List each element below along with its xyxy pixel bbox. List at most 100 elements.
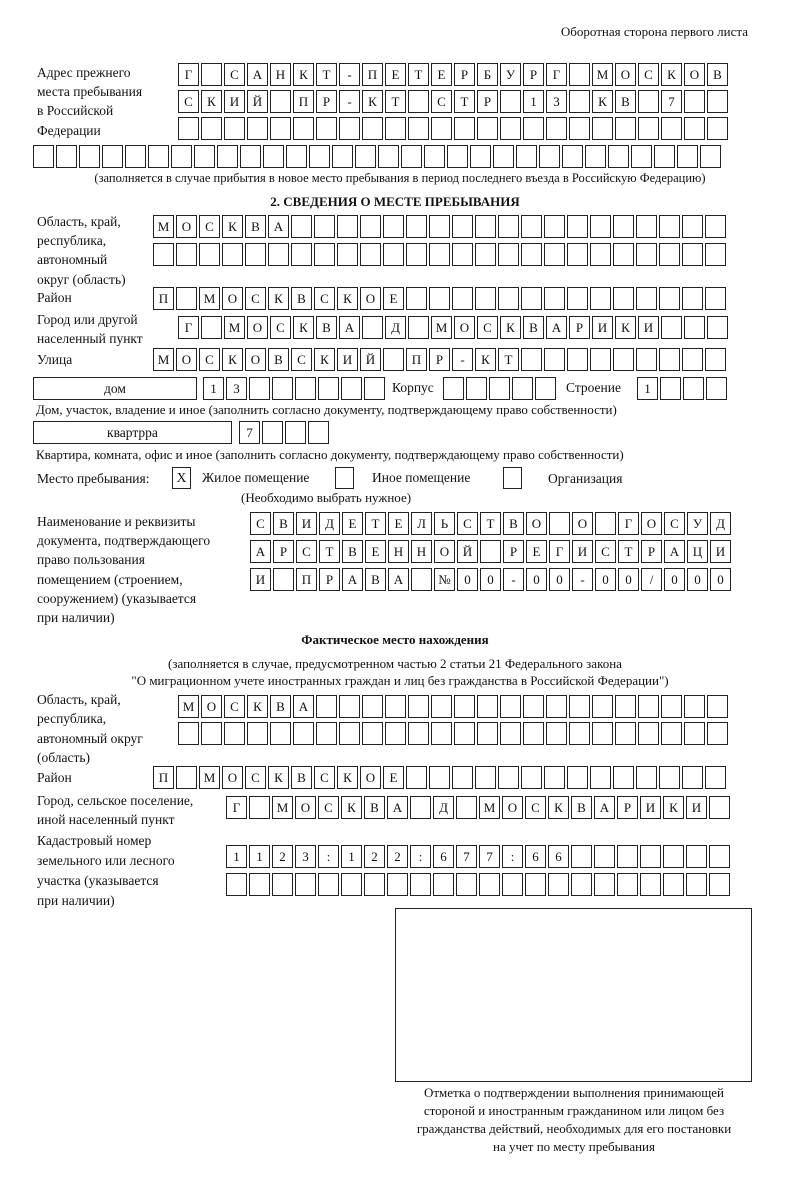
char-cell[interactable]: К: [268, 287, 289, 310]
char-cell[interactable]: Т: [618, 540, 639, 563]
char-cell[interactable]: И: [686, 796, 707, 819]
char-cell[interactable]: [456, 873, 477, 896]
char-cell[interactable]: [429, 215, 450, 238]
char-cell[interactable]: [615, 695, 636, 718]
char-cell[interactable]: [201, 722, 222, 745]
char-cell[interactable]: Е: [431, 63, 452, 86]
char-cell[interactable]: -: [503, 568, 524, 591]
actual-region-row-2[interactable]: [178, 722, 730, 745]
char-cell[interactable]: [406, 243, 427, 266]
char-cell[interactable]: И: [710, 540, 731, 563]
char-cell[interactable]: [454, 117, 475, 140]
char-cell[interactable]: В: [523, 316, 544, 339]
char-cell[interactable]: [700, 145, 721, 168]
char-cell[interactable]: [411, 568, 432, 591]
char-cell[interactable]: К: [337, 766, 358, 789]
char-cell[interactable]: [684, 117, 705, 140]
char-cell[interactable]: К: [293, 316, 314, 339]
char-cell[interactable]: Р: [316, 90, 337, 113]
char-cell[interactable]: [677, 145, 698, 168]
char-cell[interactable]: [178, 722, 199, 745]
char-cell[interactable]: С: [250, 512, 271, 535]
char-cell[interactable]: [590, 215, 611, 238]
char-cell[interactable]: -: [339, 63, 360, 86]
char-cell[interactable]: И: [640, 796, 661, 819]
char-cell[interactable]: Д: [385, 316, 406, 339]
char-cell[interactable]: 1: [341, 845, 362, 868]
char-cell[interactable]: С: [664, 512, 685, 535]
char-cell[interactable]: [408, 722, 429, 745]
char-cell[interactable]: О: [295, 796, 316, 819]
char-cell[interactable]: А: [388, 568, 409, 591]
char-cell[interactable]: М: [153, 215, 174, 238]
char-cell[interactable]: А: [293, 695, 314, 718]
house-type-field[interactable]: дом: [33, 377, 197, 400]
char-cell[interactable]: [709, 845, 730, 868]
char-cell[interactable]: Т: [480, 512, 501, 535]
char-cell[interactable]: М: [178, 695, 199, 718]
char-cell[interactable]: [452, 287, 473, 310]
char-cell[interactable]: 3: [226, 377, 247, 400]
char-cell[interactable]: [178, 117, 199, 140]
char-cell[interactable]: К: [314, 348, 335, 371]
char-cell[interactable]: И: [337, 348, 358, 371]
char-cell[interactable]: [153, 243, 174, 266]
stroenie-row[interactable]: 1: [637, 377, 729, 400]
char-cell[interactable]: [176, 287, 197, 310]
char-cell[interactable]: [433, 873, 454, 896]
char-cell[interactable]: [661, 695, 682, 718]
char-cell[interactable]: К: [362, 90, 383, 113]
char-cell[interactable]: -: [339, 90, 360, 113]
char-cell[interactable]: [569, 90, 590, 113]
char-cell[interactable]: К: [475, 348, 496, 371]
char-cell[interactable]: [477, 695, 498, 718]
char-cell[interactable]: [217, 145, 238, 168]
char-cell[interactable]: [498, 287, 519, 310]
char-cell[interactable]: 1: [523, 90, 544, 113]
char-cell[interactable]: [617, 873, 638, 896]
char-cell[interactable]: [661, 316, 682, 339]
char-cell[interactable]: Н: [388, 540, 409, 563]
char-cell[interactable]: С: [595, 540, 616, 563]
korpus-row[interactable]: [443, 377, 558, 400]
char-cell[interactable]: [480, 540, 501, 563]
char-cell[interactable]: И: [572, 540, 593, 563]
char-cell[interactable]: [291, 243, 312, 266]
char-cell[interactable]: [408, 695, 429, 718]
char-cell[interactable]: [247, 117, 268, 140]
char-cell[interactable]: [410, 873, 431, 896]
char-cell[interactable]: [567, 215, 588, 238]
char-cell[interactable]: [523, 695, 544, 718]
char-cell[interactable]: В: [273, 512, 294, 535]
char-cell[interactable]: [659, 348, 680, 371]
char-cell[interactable]: [613, 287, 634, 310]
char-cell[interactable]: [660, 377, 681, 400]
char-cell[interactable]: 2: [387, 845, 408, 868]
char-cell[interactable]: [385, 722, 406, 745]
char-cell[interactable]: 2: [364, 845, 385, 868]
char-cell[interactable]: [544, 287, 565, 310]
char-cell[interactable]: [33, 145, 54, 168]
char-cell[interactable]: [707, 722, 728, 745]
char-cell[interactable]: О: [502, 796, 523, 819]
char-cell[interactable]: [638, 117, 659, 140]
char-cell[interactable]: [341, 873, 362, 896]
char-cell[interactable]: [546, 722, 567, 745]
char-cell[interactable]: [364, 377, 385, 400]
char-cell[interactable]: [498, 766, 519, 789]
char-cell[interactable]: [682, 766, 703, 789]
char-cell[interactable]: И: [250, 568, 271, 591]
char-cell[interactable]: А: [342, 568, 363, 591]
char-cell[interactable]: [309, 145, 330, 168]
char-cell[interactable]: М: [479, 796, 500, 819]
char-cell[interactable]: [590, 243, 611, 266]
char-cell[interactable]: [479, 873, 500, 896]
char-cell[interactable]: В: [291, 287, 312, 310]
char-cell[interactable]: [454, 722, 475, 745]
char-cell[interactable]: №: [434, 568, 455, 591]
char-cell[interactable]: [489, 377, 510, 400]
char-cell[interactable]: В: [342, 540, 363, 563]
char-cell[interactable]: [56, 145, 77, 168]
